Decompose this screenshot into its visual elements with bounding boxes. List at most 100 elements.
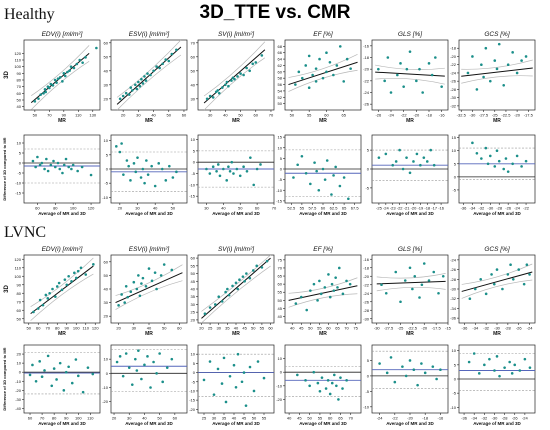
data-point: [134, 170, 138, 174]
x-tick-label: 40: [287, 416, 292, 421]
data-point: [471, 141, 474, 145]
x-tick-label: 40: [234, 326, 239, 331]
y-tick-label: 10: [278, 356, 283, 361]
data-point: [118, 355, 122, 358]
data-point: [65, 283, 69, 287]
data-point: [159, 274, 163, 277]
ci-band-upper: [288, 277, 358, 294]
data-point: [203, 312, 207, 316]
data-point: [495, 67, 499, 71]
data-point: [328, 295, 332, 299]
y-tick-label: 0: [193, 160, 196, 165]
plot-frame: [197, 344, 275, 414]
x-tick-label: 55: [262, 416, 267, 421]
data-point: [211, 96, 215, 99]
data-point: [167, 59, 171, 63]
data-point: [164, 58, 168, 61]
y-tick-label: 50: [278, 298, 283, 303]
data-point: [396, 73, 399, 77]
data-point: [241, 275, 245, 278]
x-tick-label: 65: [342, 206, 347, 211]
data-point: [81, 390, 85, 394]
data-point: [74, 358, 78, 361]
plot-frame: [284, 39, 362, 111]
data-point: [227, 165, 230, 169]
data-point: [136, 156, 139, 159]
data-point: [135, 287, 139, 291]
ci-band-lower: [375, 77, 445, 85]
data-point: [332, 174, 335, 177]
data-point: [260, 54, 264, 57]
data-point: [321, 167, 325, 171]
data-point: [466, 71, 470, 75]
data-point: [92, 263, 95, 266]
data-point: [76, 169, 79, 173]
y-tick-label: 35: [191, 294, 196, 299]
regression-line: [461, 67, 533, 77]
data-point: [84, 56, 87, 59]
y-tick-label: 60: [104, 259, 109, 264]
data-point: [319, 292, 323, 296]
data-point: [130, 89, 134, 92]
data-point: [134, 83, 137, 87]
data-point: [393, 380, 397, 384]
panel-title: GLS [%]: [398, 31, 422, 38]
x-tick-label: 20: [112, 416, 117, 421]
y-tick-label: 40: [191, 287, 196, 292]
x-tick-label: 70: [47, 113, 52, 118]
y-tick-label: 0: [454, 174, 457, 179]
data-point: [89, 173, 93, 177]
x-tick-label: 80: [53, 206, 58, 211]
y-tick-label: -15: [276, 198, 283, 203]
data-point: [37, 97, 40, 100]
data-point: [394, 160, 398, 163]
x-tick-label: 30: [212, 416, 217, 421]
y-tick-label: 45: [278, 306, 283, 311]
data-point: [64, 370, 68, 374]
data-point: [73, 271, 76, 275]
data-point: [347, 197, 350, 201]
y-tick-label: 50: [17, 316, 22, 321]
data-point: [524, 159, 528, 163]
data-point: [488, 357, 491, 361]
x-tick-label: 130: [89, 113, 96, 118]
y-tick-label: -26: [363, 299, 370, 304]
data-point: [51, 287, 54, 291]
data-point: [31, 363, 34, 367]
data-point: [140, 77, 143, 81]
data-point: [45, 157, 48, 161]
x-tick-label: -20: [407, 416, 414, 421]
y-tick-label: 120: [14, 257, 21, 262]
data-point: [506, 63, 510, 67]
data-point: [55, 81, 58, 84]
x-tick-label: 60: [321, 206, 326, 211]
y-tick-label: -22: [450, 62, 457, 67]
data-point: [152, 360, 155, 364]
x-tick-label: 60: [255, 206, 260, 211]
data-point: [403, 279, 407, 282]
data-point: [300, 76, 304, 80]
data-point: [137, 80, 140, 84]
data-point: [345, 279, 348, 283]
x-tick-label: 70: [269, 113, 274, 118]
x-tick-label: -26: [505, 206, 512, 211]
data-point: [492, 282, 496, 286]
y-tick-label: 0: [454, 377, 457, 382]
plot-frame: [23, 134, 101, 204]
ci-band-lower: [376, 286, 446, 292]
plot-frame: [110, 254, 188, 324]
data-point: [222, 356, 226, 360]
x-tick-label: 50: [251, 326, 256, 331]
plot-frame: [23, 344, 101, 414]
data-point: [155, 372, 158, 375]
data-point: [81, 61, 84, 64]
data-point: [118, 97, 122, 101]
data-point: [232, 363, 236, 367]
y-tick-label: 10: [191, 352, 196, 357]
y-tick-label: 40: [104, 68, 109, 73]
y-tick-label: 90: [17, 71, 22, 76]
data-point: [48, 291, 51, 295]
y-tick-label: 56: [278, 82, 283, 87]
x-tick-label: -24: [514, 206, 521, 211]
data-point: [170, 52, 174, 56]
